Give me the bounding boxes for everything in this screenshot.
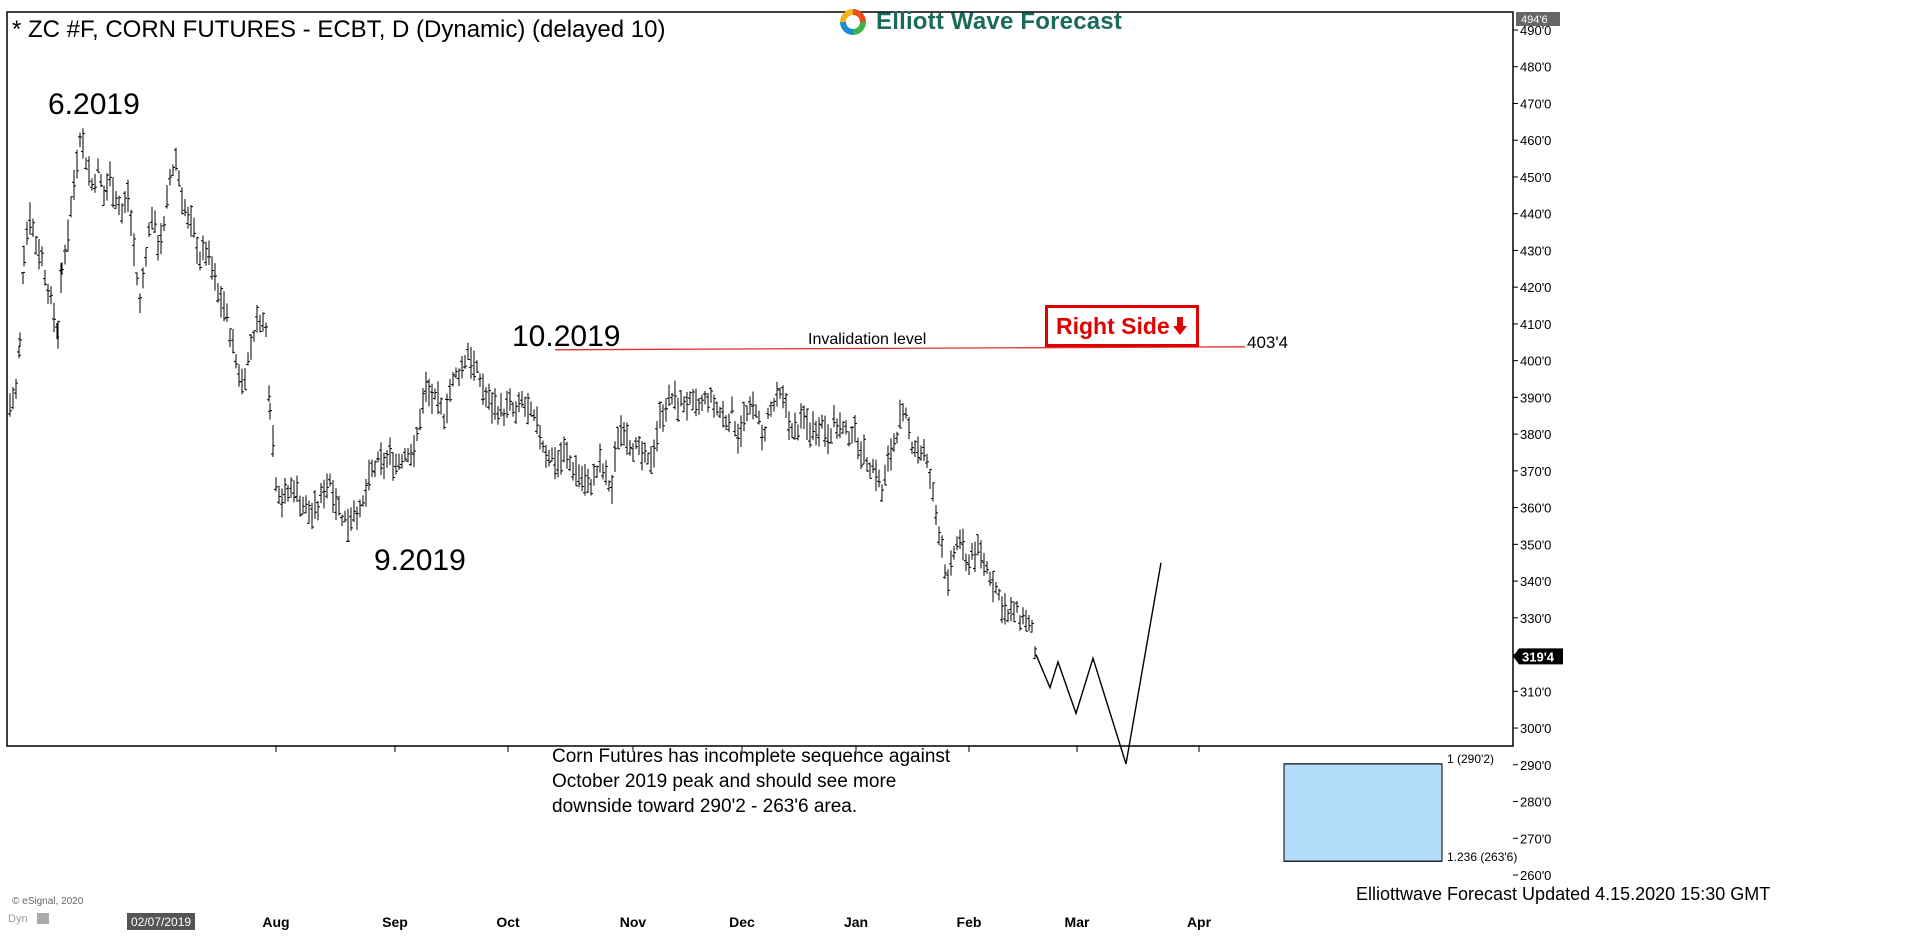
right-side-text: Right Side <box>1056 312 1170 339</box>
arrow-down-icon <box>1172 317 1187 335</box>
y-tick-label: 310'0 <box>1520 684 1551 699</box>
logo-text: Elliott Wave Forecast <box>876 8 1123 35</box>
y-tick-label: 370'0 <box>1520 464 1551 479</box>
analysis-note: Corn Futures has incomplete sequence aga… <box>552 744 950 819</box>
x-month-label: Apr <box>1187 914 1212 930</box>
y-tick-label: 410'0 <box>1520 317 1551 332</box>
x-axis: 02/07/2019 Aug Sep Oct Nov Dec Jan Feb Mar Apr <box>127 746 1212 930</box>
y-top-label: 494'6 <box>1521 14 1548 26</box>
y-tick-label: 460'0 <box>1520 133 1551 148</box>
wave-label-10-2019: 10.2019 <box>512 320 621 353</box>
projection-path <box>1035 562 1162 765</box>
y-tick-label: 430'0 <box>1520 243 1551 258</box>
elliott-wave-logo-icon <box>840 9 866 35</box>
y-axis: 260'0270'0280'0290'0300'0310'0320'0330'0… <box>1513 12 1563 883</box>
x-month-label: Oct <box>496 914 520 930</box>
target-zone-box <box>1283 763 1443 862</box>
right-side-badge: Right Side <box>1045 305 1199 347</box>
wave-label-9-2019: 9.2019 <box>374 544 466 577</box>
price-bars <box>8 128 1037 660</box>
note-line-3: downside toward 290'2 - 263'6 area. <box>552 796 858 817</box>
target-1236-label: 1.236 (263'6) <box>1447 850 1518 864</box>
last-price-marker <box>1513 648 1563 665</box>
note-line-2: October 2019 peak and should see more <box>552 771 897 792</box>
x-month-label: Aug <box>262 914 289 930</box>
wave-label-6-2019: 6.2019 <box>48 88 140 121</box>
x-month-label: Nov <box>620 914 647 930</box>
y-tick-label: 380'0 <box>1520 427 1551 442</box>
dyn-toggle[interactable] <box>37 913 49 924</box>
y-top-label-bg <box>1516 12 1560 26</box>
x-month-label: Feb <box>957 914 982 930</box>
y-tick-label: 260'0 <box>1520 868 1551 883</box>
target-1-label: 1 (290'2) <box>1447 752 1494 766</box>
invalidation-label: Invalidation level <box>808 331 927 348</box>
y-tick-label: 490'0 <box>1520 23 1551 38</box>
plot-area <box>6 11 1514 747</box>
y-tick-label: 450'0 <box>1520 170 1551 185</box>
x-month-label: Jan <box>844 914 868 930</box>
invalidation-line <box>554 346 1246 351</box>
y-tick-label: 470'0 <box>1520 96 1551 111</box>
note-line-1: Corn Futures has incomplete sequence aga… <box>552 746 951 767</box>
y-tick-label: 480'0 <box>1520 60 1551 75</box>
y-tick-label: 330'0 <box>1520 611 1551 626</box>
x-start-label: 02/07/2019 <box>131 915 191 929</box>
y-tick-label: 270'0 <box>1520 831 1551 846</box>
y-tick-label: 300'0 <box>1520 721 1551 736</box>
chart-title: * ZC #F, CORN FUTURES - ECBT, D (Dynamic… <box>12 16 666 43</box>
y-tick-label: 280'0 <box>1520 795 1551 810</box>
x-month-label: Mar <box>1065 914 1090 930</box>
x-month-label: Sep <box>382 914 408 930</box>
x-start-label-bg <box>127 913 195 930</box>
y-tick-label: 390'0 <box>1520 390 1551 405</box>
y-tick-label: 420'0 <box>1520 280 1551 295</box>
logo: Elliott Wave Forecast <box>838 4 1122 40</box>
y-tick-label: 340'0 <box>1520 574 1551 589</box>
invalidation-price: 403'4 <box>1247 333 1289 352</box>
y-tick-label: 350'0 <box>1520 537 1551 552</box>
x-month-label: Dec <box>729 914 755 930</box>
y-tick-label: 400'0 <box>1520 354 1551 369</box>
y-tick-label: 290'0 <box>1520 758 1551 773</box>
projection-line <box>1035 562 1162 765</box>
copyright: © eSignal, 2020 <box>12 896 84 907</box>
y-tick-label: 360'0 <box>1520 501 1551 516</box>
last-price-label: 319'4 <box>1522 649 1555 664</box>
y-tick-label: 440'0 <box>1520 207 1551 222</box>
dyn-label: Dyn <box>8 913 28 925</box>
updated-timestamp: Elliottwave Forecast Updated 4.15.2020 1… <box>1356 884 1771 904</box>
